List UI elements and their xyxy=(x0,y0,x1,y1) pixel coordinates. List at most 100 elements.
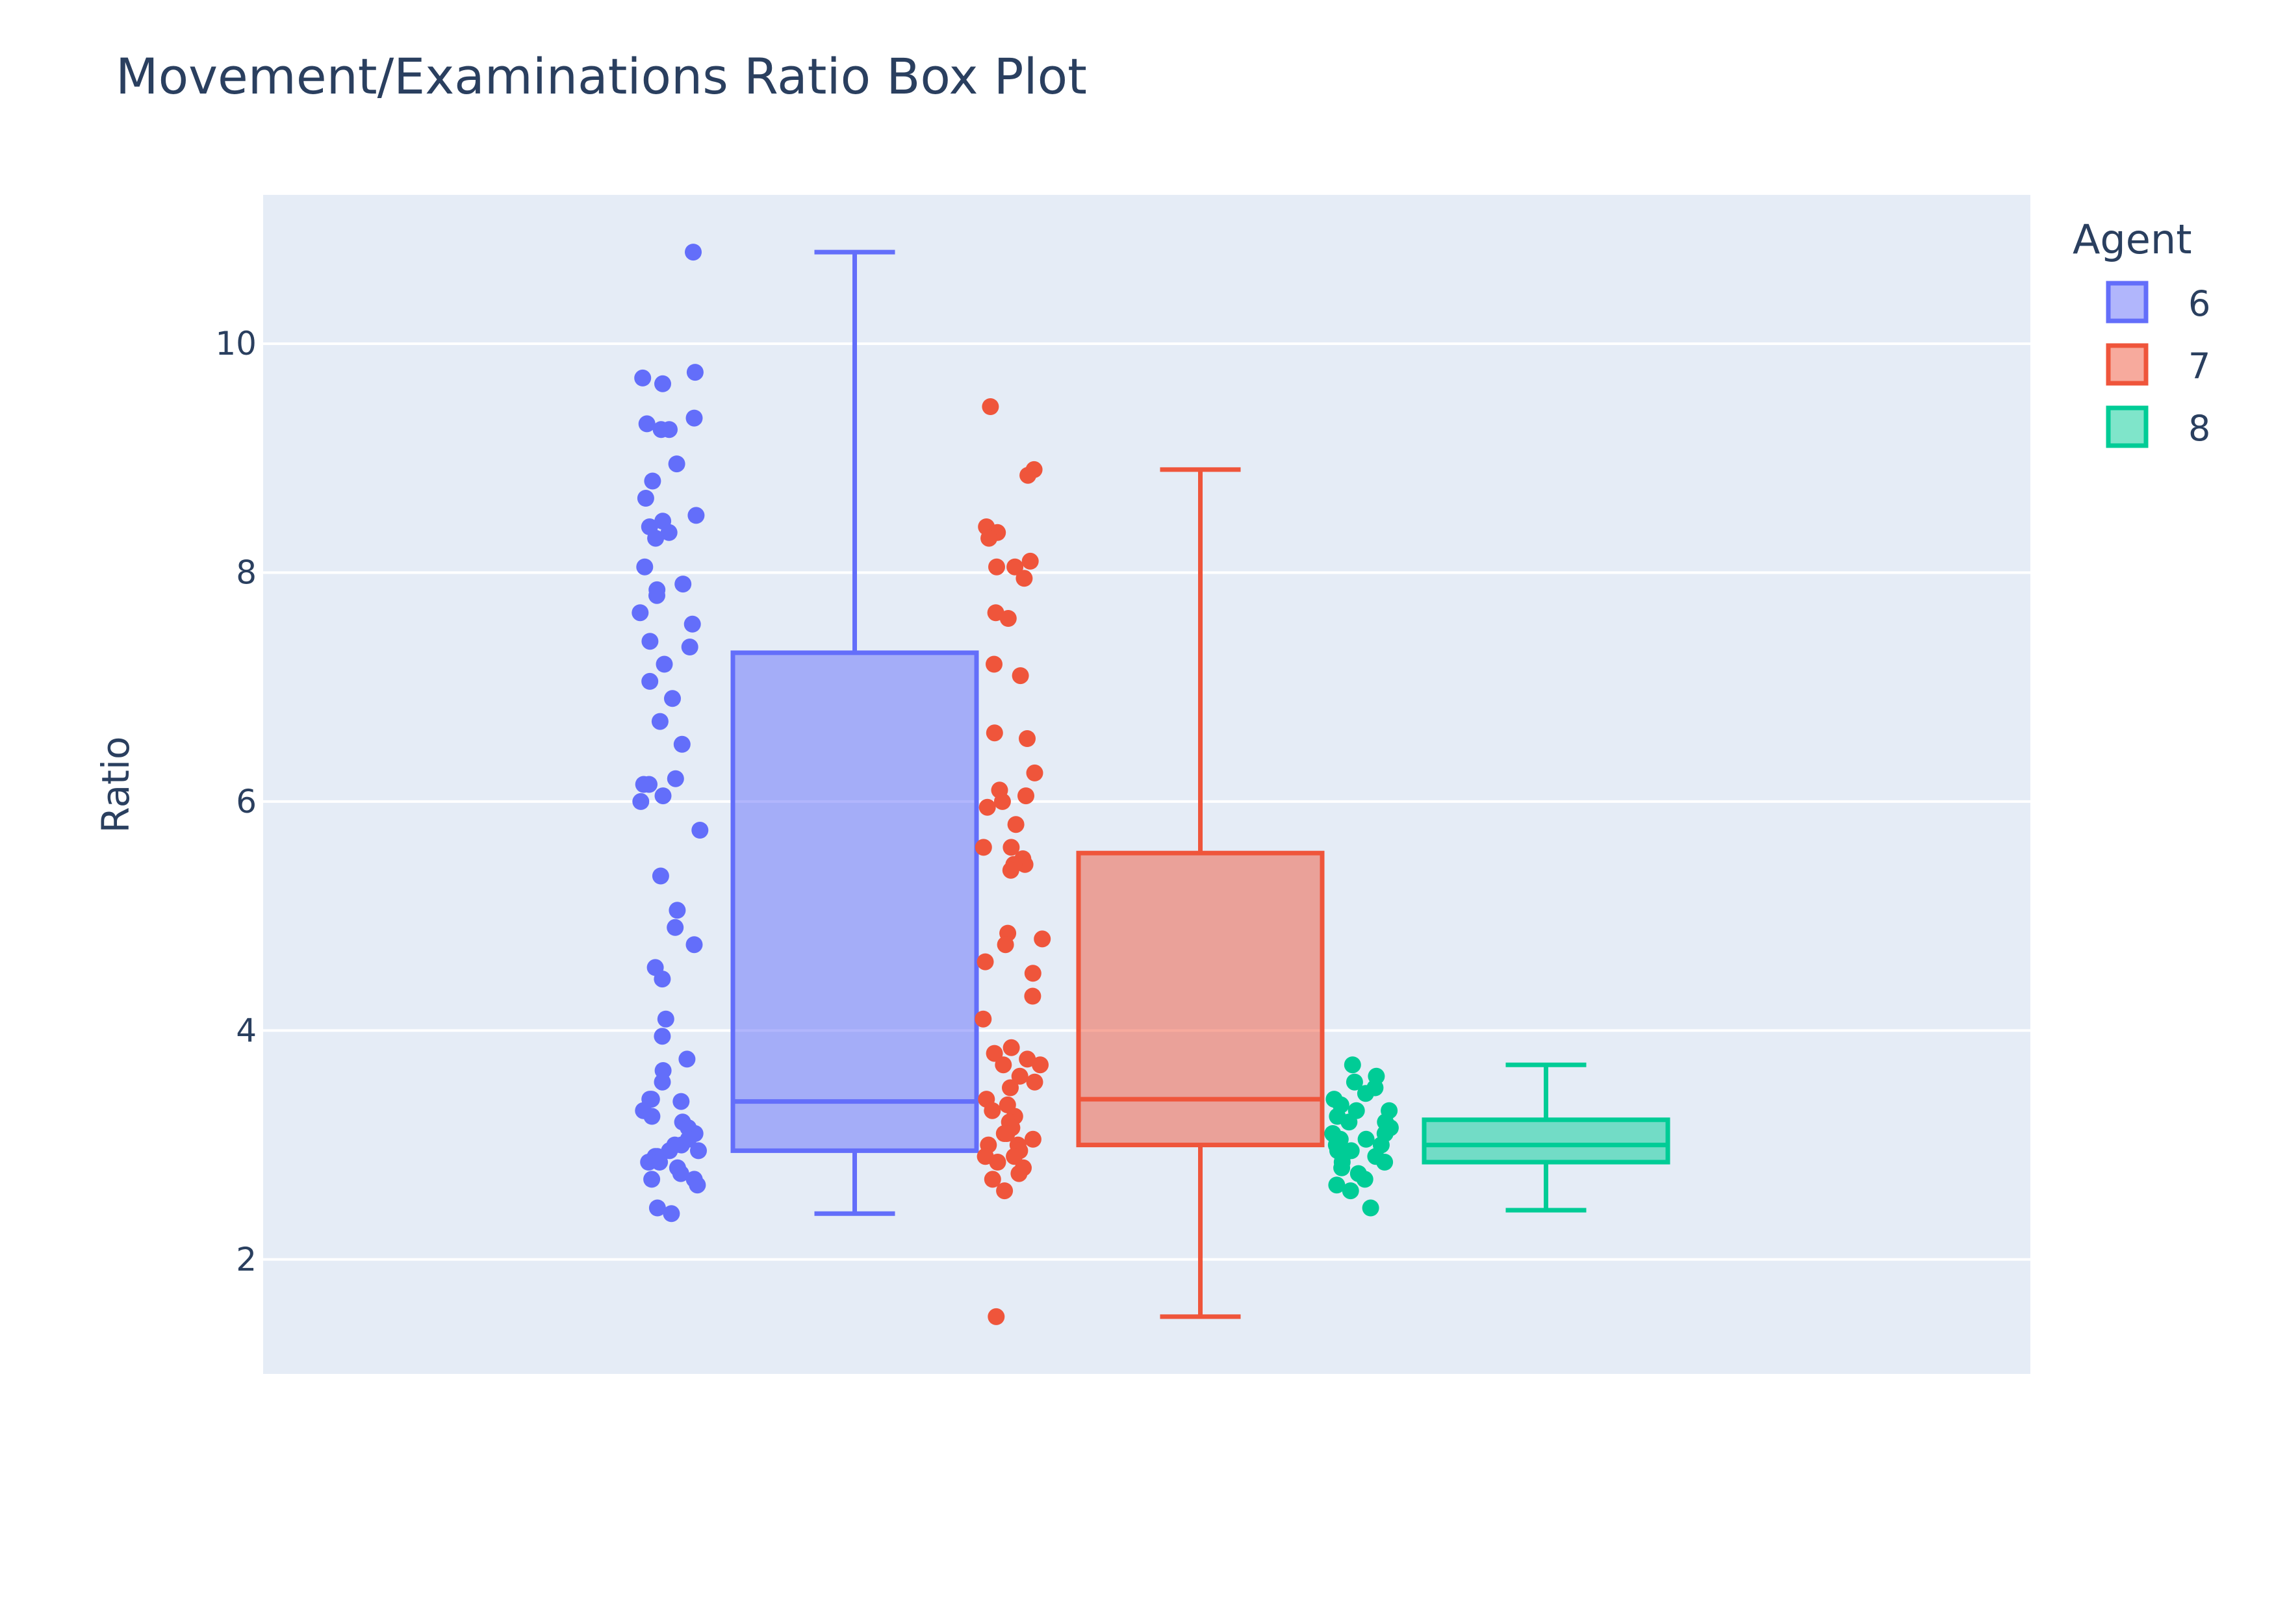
data-point xyxy=(689,1176,706,1194)
iqr-box xyxy=(1076,850,1325,1148)
data-point xyxy=(1019,730,1036,747)
data-point xyxy=(1328,1176,1346,1194)
y-tick-label: 4 xyxy=(236,1011,257,1049)
data-point xyxy=(986,1045,1003,1062)
data-point xyxy=(669,902,686,919)
data-point xyxy=(1017,787,1034,805)
data-point xyxy=(977,953,994,971)
data-point xyxy=(643,1171,661,1188)
data-point xyxy=(654,1073,671,1091)
legend-label: 7 xyxy=(2188,346,2210,387)
y-gridlines xyxy=(263,342,2030,1261)
data-point xyxy=(1007,816,1025,833)
data-point xyxy=(1010,1165,1028,1182)
iqr-box xyxy=(1422,1117,1670,1165)
data-point xyxy=(1003,1039,1020,1056)
data-point xyxy=(654,1028,671,1045)
data-point xyxy=(1333,1159,1351,1176)
data-point xyxy=(1011,1067,1028,1085)
data-point xyxy=(1356,1171,1373,1188)
y-axis-label: Ratio xyxy=(94,737,138,833)
data-point xyxy=(995,1056,1012,1074)
data-point xyxy=(634,369,652,387)
legend-item-6: 6 xyxy=(2106,281,2210,324)
data-point xyxy=(1019,466,1037,484)
data-point xyxy=(1024,1130,1041,1148)
data-point xyxy=(975,1010,992,1028)
y-tick-label: 2 xyxy=(236,1241,257,1278)
data-point xyxy=(691,822,709,839)
data-point xyxy=(1012,667,1029,685)
data-point xyxy=(654,971,671,988)
data-point xyxy=(1016,570,1033,587)
y-tick-label: 10 xyxy=(215,325,257,362)
data-point xyxy=(681,639,698,655)
data-point xyxy=(1002,1079,1019,1097)
data-point xyxy=(644,472,661,490)
data-point xyxy=(1362,1199,1379,1217)
data-point xyxy=(986,724,1003,742)
data-point xyxy=(654,375,671,392)
data-point xyxy=(999,610,1017,627)
data-point xyxy=(980,529,998,547)
data-point xyxy=(978,798,996,816)
data-point xyxy=(678,1050,696,1068)
data-point xyxy=(643,1108,661,1125)
data-point xyxy=(632,793,650,810)
data-point xyxy=(663,1205,680,1223)
data-point xyxy=(652,867,669,885)
data-point xyxy=(1024,965,1041,982)
chart-title: Movement/Examinations Ratio Box Plot xyxy=(116,47,1087,105)
data-point xyxy=(661,421,678,438)
legend: Agent 6 7 8 xyxy=(2073,216,2210,449)
data-point xyxy=(984,1102,1001,1119)
data-point xyxy=(660,524,678,541)
data-point xyxy=(995,1125,1013,1142)
data-point xyxy=(1024,987,1041,1005)
legend-swatch xyxy=(2106,343,2149,386)
data-point xyxy=(667,770,684,787)
data-point xyxy=(664,690,681,707)
data-point xyxy=(1006,558,1024,576)
data-point xyxy=(1003,839,1020,856)
data-point xyxy=(648,1199,666,1217)
data-point xyxy=(982,398,999,415)
data-point xyxy=(988,1308,1005,1325)
data-point xyxy=(656,655,673,673)
series-8 xyxy=(1324,1056,1670,1217)
data-point xyxy=(667,919,684,936)
data-point xyxy=(651,713,669,730)
data-point xyxy=(648,587,665,604)
data-point xyxy=(674,576,692,593)
y-tick-label: 6 xyxy=(236,783,257,820)
data-point xyxy=(685,409,703,427)
data-point xyxy=(1026,1073,1043,1091)
data-point xyxy=(975,839,992,856)
data-point xyxy=(1002,861,1019,879)
series-6 xyxy=(632,244,979,1223)
data-point xyxy=(986,655,1003,673)
data-point xyxy=(654,787,672,805)
data-point xyxy=(1032,1056,1049,1074)
data-point xyxy=(685,244,702,261)
y-axis-ticks: 2 4 6 8 10 xyxy=(215,325,257,1278)
legend-item-8: 8 xyxy=(2106,405,2210,449)
data-point xyxy=(668,455,685,473)
data-point xyxy=(989,1154,1006,1171)
data-point xyxy=(996,1182,1014,1200)
plot-area xyxy=(263,195,2030,1374)
legend-label: 8 xyxy=(2188,408,2210,449)
data-point xyxy=(641,672,659,690)
data-point xyxy=(997,936,1014,954)
legend-title: Agent xyxy=(2073,216,2192,263)
data-point xyxy=(993,793,1011,810)
data-point xyxy=(1376,1154,1394,1171)
data-point xyxy=(641,776,658,793)
data-point xyxy=(1026,764,1043,781)
data-point xyxy=(1021,552,1039,570)
data-point xyxy=(672,1093,690,1110)
data-point xyxy=(1344,1056,1361,1074)
data-point xyxy=(673,735,691,753)
data-point xyxy=(1342,1182,1359,1200)
